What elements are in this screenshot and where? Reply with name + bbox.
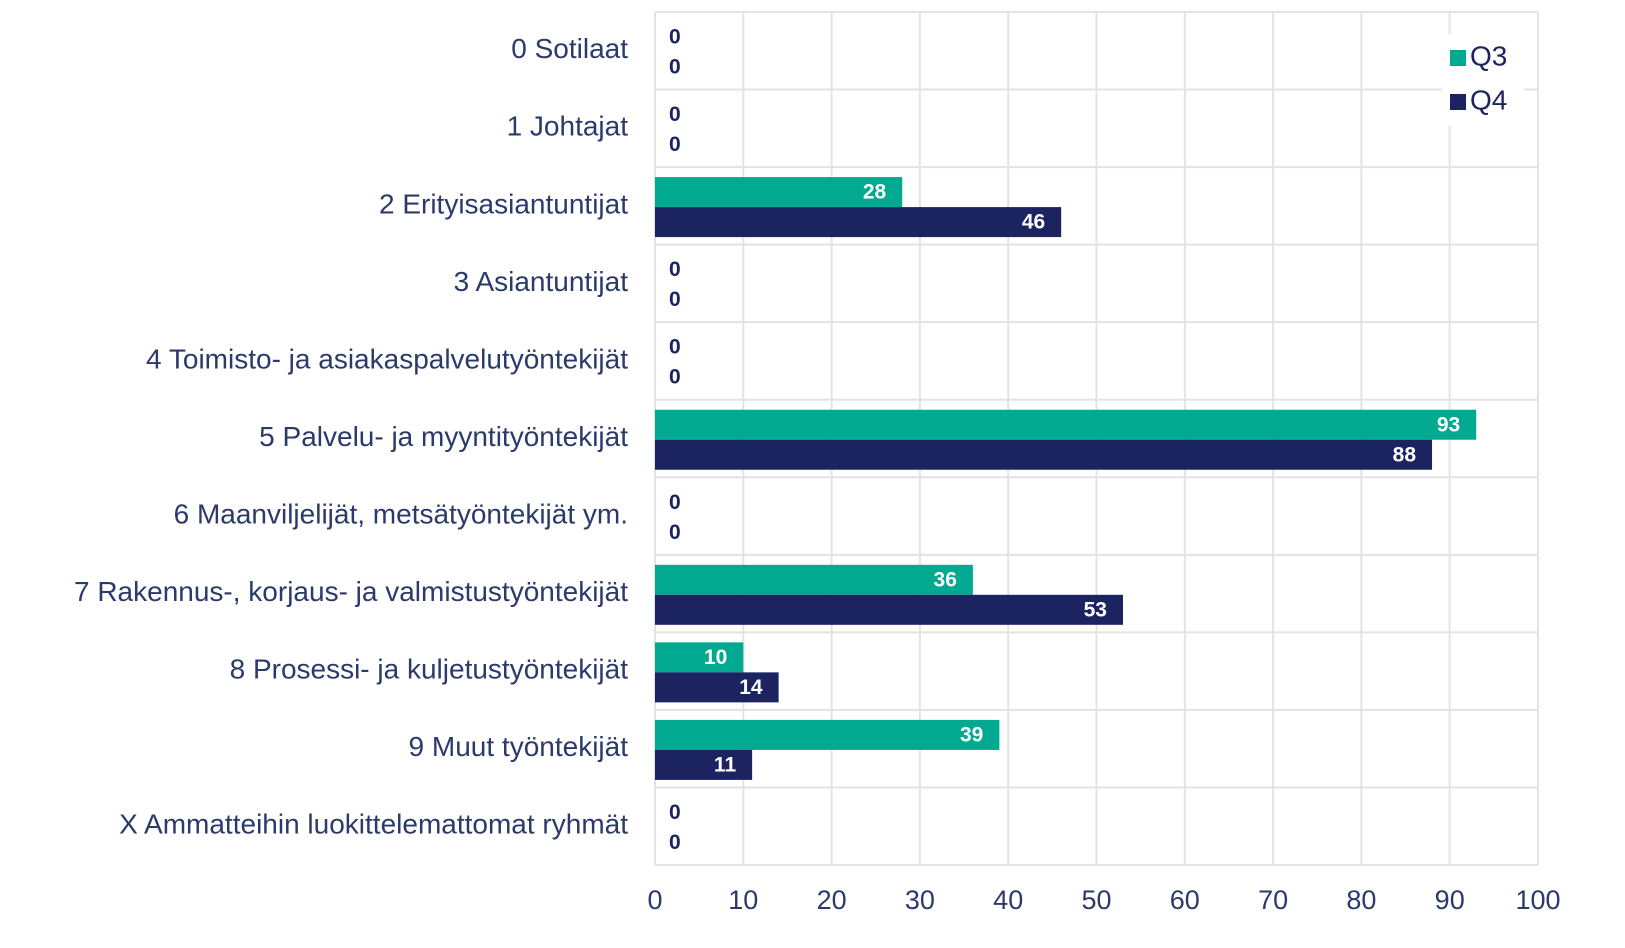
legend-label: Q3 xyxy=(1470,40,1507,71)
x-tick-label: 0 xyxy=(647,885,662,915)
bar xyxy=(655,672,779,703)
bar xyxy=(655,594,1123,625)
legend-label: Q4 xyxy=(1470,84,1507,115)
x-tick-label: 90 xyxy=(1435,885,1465,915)
x-tick-label: 80 xyxy=(1346,885,1376,915)
y-tick-label: 5 Palvelu- ja myyntityöntekijät xyxy=(259,421,628,452)
data-label: 39 xyxy=(960,723,983,746)
y-tick-label: 7 Rakennus-, korjaus- ja valmistustyönte… xyxy=(74,576,628,607)
x-tick-label: 30 xyxy=(905,885,935,915)
y-tick-label: 6 Maanviljelijät, metsätyöntekijät ym. xyxy=(174,498,628,529)
data-label: 10 xyxy=(704,646,727,669)
data-label: 88 xyxy=(1393,443,1417,466)
y-tick-label: 3 Asiantuntijat xyxy=(454,266,629,297)
bar xyxy=(655,207,1062,238)
legend-swatch xyxy=(1450,94,1466,110)
data-label: 0 xyxy=(669,26,681,49)
data-label: 36 xyxy=(934,568,957,591)
y-tick-label: 0 Sotilaat xyxy=(511,33,628,64)
x-tick-label: 60 xyxy=(1170,885,1200,915)
data-label: 0 xyxy=(669,491,681,514)
bar xyxy=(655,719,1000,750)
x-tick-label: 70 xyxy=(1258,885,1288,915)
x-tick-label: 40 xyxy=(993,885,1023,915)
data-label: 0 xyxy=(669,56,681,79)
y-tick-label: 4 Toimisto- ja asiakaspalvelutyöntekijät xyxy=(146,343,628,374)
bar xyxy=(655,642,744,673)
y-tick-label: 2 Erityisasiantuntijat xyxy=(379,188,628,219)
data-label: 0 xyxy=(669,133,681,156)
data-label: 0 xyxy=(669,366,681,389)
data-label: 0 xyxy=(669,258,681,281)
data-label: 93 xyxy=(1437,413,1460,436)
y-tick-label: X Ammatteihin luokittelemattomat ryhmät xyxy=(119,809,628,840)
data-label: 0 xyxy=(669,288,681,311)
bar xyxy=(655,409,1477,440)
bar xyxy=(655,749,753,780)
data-label: 0 xyxy=(669,521,681,544)
x-tick-label: 100 xyxy=(1515,885,1560,915)
data-label: 53 xyxy=(1084,598,1107,621)
bar xyxy=(655,177,903,208)
data-label: 46 xyxy=(1022,211,1045,234)
legend-swatch xyxy=(1450,50,1466,66)
legend-box xyxy=(1442,34,1524,126)
data-label: 14 xyxy=(739,676,763,699)
x-tick-label: 50 xyxy=(1081,885,1111,915)
data-label: 0 xyxy=(669,831,681,854)
data-label: 0 xyxy=(669,801,681,824)
data-label: 0 xyxy=(669,103,681,126)
bar xyxy=(655,564,973,595)
data-label: 0 xyxy=(669,336,681,359)
y-tick-label: 1 Johtajat xyxy=(507,111,629,142)
x-tick-label: 10 xyxy=(728,885,758,915)
x-tick-label: 20 xyxy=(817,885,847,915)
data-label: 11 xyxy=(714,753,737,776)
bar xyxy=(655,439,1433,470)
y-tick-label: 8 Prosessi- ja kuljetustyöntekijät xyxy=(230,654,629,685)
y-tick-label: 9 Muut työntekijät xyxy=(409,731,629,762)
data-label: 28 xyxy=(863,181,887,204)
